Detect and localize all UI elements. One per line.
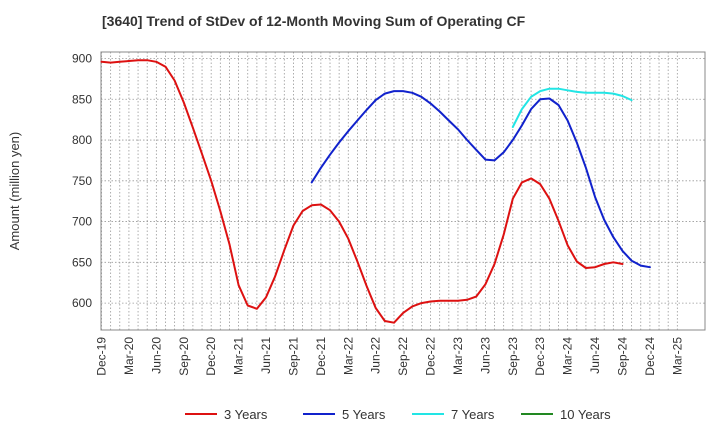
legend-label-3-years: 3 Years	[224, 407, 268, 422]
series-line-7-years	[511, 87, 633, 128]
x-tick-label: Mar-25	[670, 337, 684, 375]
y-tick-label: 650	[72, 255, 92, 269]
x-tick-label: Jun-23	[478, 337, 492, 374]
x-tick-label: Mar-21	[232, 337, 246, 375]
x-tick-label: Mar-20	[122, 337, 136, 375]
legend: 3 Years 5 Years 7 Years 10 Years	[185, 407, 611, 422]
y-tick-label: 750	[72, 174, 92, 188]
y-tick-label: 800	[72, 133, 92, 147]
x-tick-label: Dec-23	[533, 337, 547, 376]
y-tick-labels: 600 650 700 750 800 850 900	[72, 52, 92, 311]
x-tick-label: Mar-23	[451, 337, 465, 375]
x-tick-label: Dec-20	[204, 337, 218, 376]
x-tick-label: Jun-21	[259, 337, 273, 374]
x-tick-label: Dec-21	[314, 337, 328, 376]
chart-title: [3640] Trend of StDev of 12-Month Moving…	[102, 13, 526, 29]
grid-layer	[101, 52, 705, 330]
x-tick-label: Dec-24	[643, 337, 657, 376]
x-tick-label: Sep-22	[396, 337, 410, 376]
y-tick-label: 600	[72, 296, 92, 310]
series-line-3-years	[100, 59, 624, 324]
x-tick-labels: Dec-19 Mar-20 Jun-20 Sep-20 Dec-20 Mar-21 Jun-…	[95, 337, 685, 376]
x-tick-label: Jun-20	[149, 337, 163, 374]
x-tick-label: Sep-20	[177, 337, 191, 376]
x-tick-label: Dec-22	[424, 337, 438, 376]
y-tick-label: 900	[72, 52, 92, 66]
legend-label-5-years: 5 Years	[342, 407, 386, 422]
legend-label-10-years: 10 Years	[560, 407, 611, 422]
series-line-5-years	[310, 90, 651, 269]
x-tick-label: Sep-23	[506, 337, 520, 376]
x-tick-label: Sep-21	[286, 337, 300, 376]
x-tick-label: Dec-19	[95, 337, 109, 376]
x-tick-label: Mar-22	[341, 337, 355, 375]
series-layer	[100, 59, 651, 324]
legend-label-7-years: 7 Years	[451, 407, 495, 422]
y-axis-title: Amount (million yen)	[7, 132, 22, 251]
plot-frame	[100, 51, 706, 331]
x-tick-label: Mar-24	[561, 337, 575, 375]
y-tick-label: 850	[72, 92, 92, 106]
x-tick-label: Sep-24	[615, 337, 629, 376]
y-tick-label: 700	[72, 215, 92, 229]
x-tick-label: Jun-24	[588, 337, 602, 374]
x-tick-label: Jun-22	[369, 337, 383, 374]
